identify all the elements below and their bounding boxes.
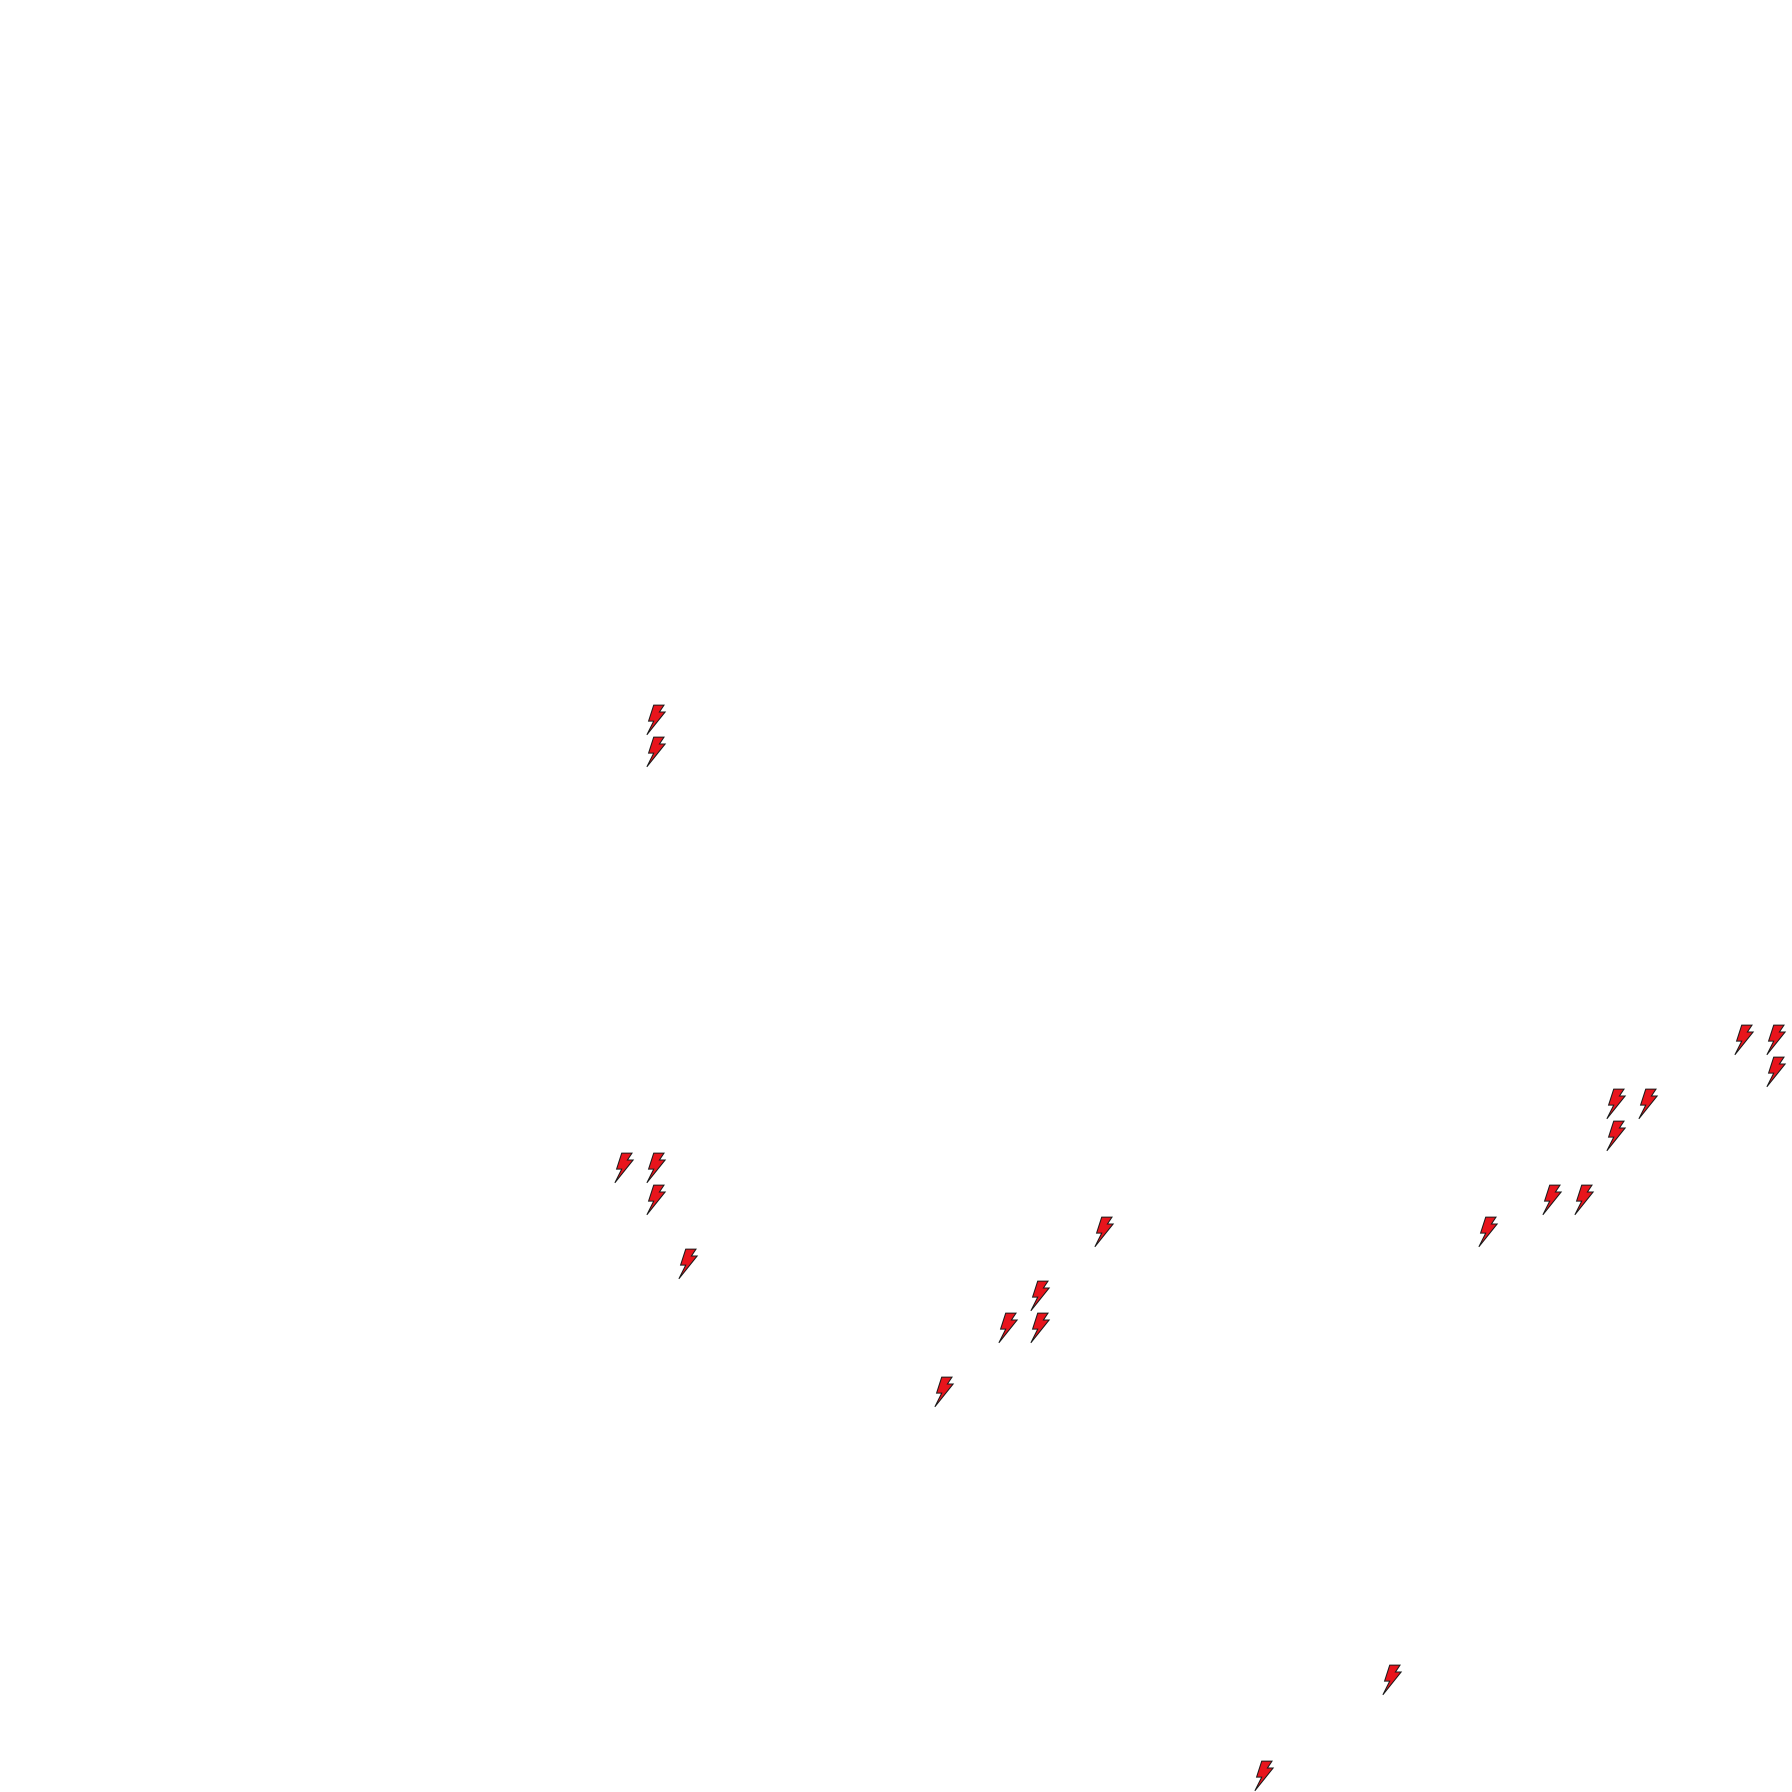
page — [0, 0, 1792, 1792]
map-background — [0, 0, 1792, 1792]
map-layer — [0, 0, 1792, 1792]
